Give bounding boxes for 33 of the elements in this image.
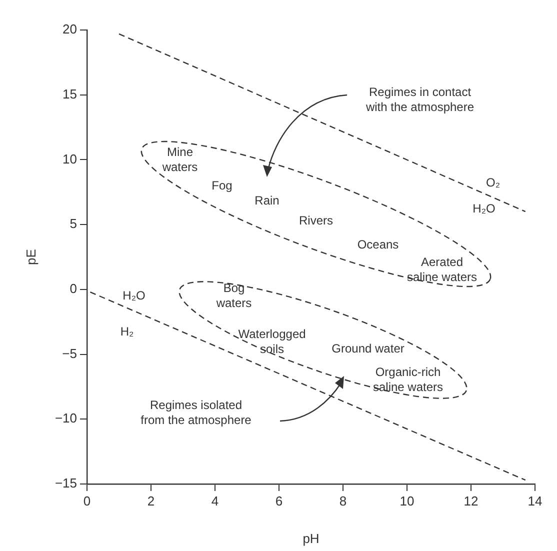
- annotation: H₂O: [472, 201, 496, 216]
- annotation: Fog: [212, 178, 232, 192]
- x-tick-label: 0: [83, 493, 91, 508]
- annotation: Oceans: [357, 237, 399, 252]
- x-tick-label: 2: [147, 493, 155, 508]
- annotation: O₂: [486, 175, 500, 190]
- y-axis-title: pE: [23, 248, 38, 265]
- annotation: Regimes isolated from the atmosphere: [140, 398, 252, 427]
- y-tick-label: 20: [62, 22, 77, 37]
- x-tick-label: 4: [211, 493, 219, 508]
- x-tick-label: 14: [528, 493, 542, 508]
- annotation: Mine waters: [161, 144, 198, 174]
- annotation: Rain: [254, 193, 280, 208]
- y-tick-label: 10: [62, 151, 77, 166]
- annotation: Rivers: [298, 213, 334, 228]
- x-tick-label: 8: [339, 493, 347, 508]
- y-tick-label: −15: [54, 476, 77, 491]
- y-tick-label: 5: [70, 216, 77, 232]
- annotation: Aerated saline waters: [406, 254, 478, 284]
- x-axis-title: pH: [302, 530, 320, 546]
- x-tick-label: 6: [275, 493, 283, 508]
- annotation: H₂O: [122, 288, 146, 302]
- y-tick-label: 15: [62, 86, 77, 102]
- annotation: Bog waters: [215, 280, 252, 310]
- x-tick-label: 12: [464, 493, 478, 508]
- annotation: Ground water: [332, 341, 404, 356]
- y-tick-label: 0: [70, 281, 77, 296]
- annotation: Organic-rich saline waters: [372, 364, 444, 394]
- y-tick-label: −10: [54, 410, 77, 426]
- y-tick-label: −5: [62, 346, 77, 361]
- x-tick-label: 10: [400, 493, 414, 508]
- annotation: Regimes in contact with the atmosphere: [364, 84, 474, 114]
- annotation: H₂: [120, 324, 134, 338]
